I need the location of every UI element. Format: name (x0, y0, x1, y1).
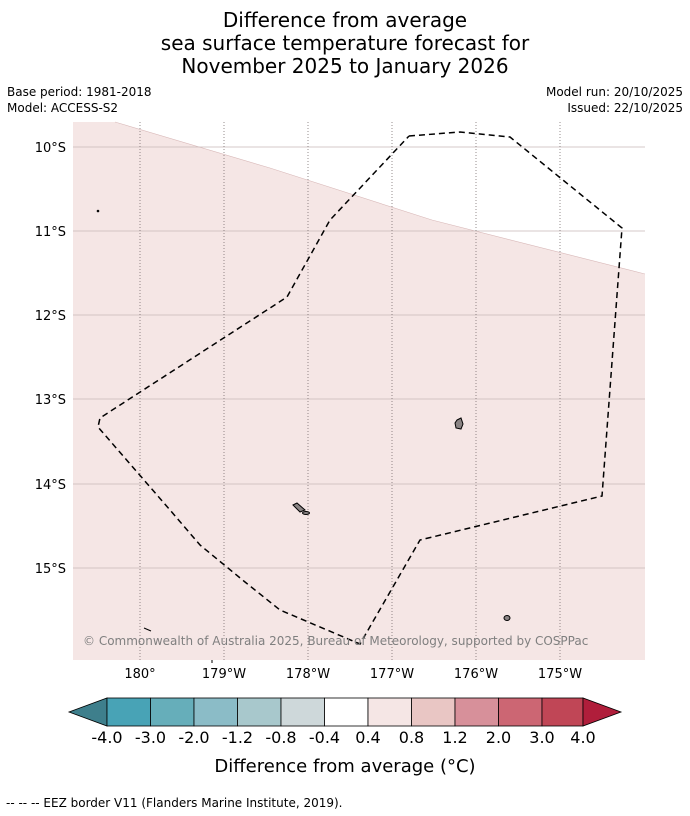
colorbar-bin-7 (367, 697, 412, 727)
model-run: Model run: 20/10/2025 (545, 85, 683, 99)
lon-tick-labels: 180° 179°W 178°W 177°W 176°W 175°W (124, 667, 582, 682)
colorbar-bin-6 (324, 697, 369, 727)
lat-tick-labels: 10°S 11°S 12°S 13°S 14°S 15°S (35, 141, 66, 577)
issued-date: Issued: 22/10/2025 (567, 101, 683, 115)
cb-label-8: 0.8 (399, 728, 424, 747)
lon-label-176w: 176°W (454, 667, 498, 682)
eez-footnote: -- -- -- EEZ border V11 (Flanders Marine… (6, 796, 343, 810)
title-line-1: Difference from average (222, 8, 468, 32)
cb-label-9: 1.2 (442, 728, 467, 747)
lat-label-14s: 14°S (35, 478, 66, 493)
lon-label-178w: 178°W (286, 667, 330, 682)
cb-label-12: 4.0 (570, 728, 595, 747)
colorbar-bin-2 (150, 697, 195, 727)
cb-label-5: -0.8 (265, 728, 296, 747)
colorbar-bin-8 (411, 697, 456, 727)
cb-label-10: 2.0 (486, 728, 511, 747)
cb-label-11: 3.0 (529, 728, 554, 747)
colorbar-title: Difference from average (°C) (214, 756, 475, 777)
cb-label-6: -0.4 (309, 728, 340, 747)
island-6 (96, 209, 100, 213)
colorbar-bin-4 (237, 697, 282, 727)
lon-label-180: 180° (124, 667, 155, 682)
colorbar-min-arrow (67, 697, 108, 727)
island-4 (503, 615, 511, 621)
lat-label-13s: 13°S (35, 393, 66, 408)
model-name: Model: ACCESS-S2 (7, 101, 119, 115)
colorbar-labels: -4.0 -3.0 -2.0 -1.2 -0.8 -0.4 0.4 0.8 1.… (91, 728, 595, 747)
cb-label-4: -1.2 (222, 728, 253, 747)
lat-gridlines (73, 146, 645, 569)
copyright-notice: © Commonwealth of Australia 2025, Bureau… (83, 634, 588, 648)
island-1 (454, 417, 464, 430)
lat-label-15s: 15°S (35, 562, 66, 577)
contour-edge (114, 121, 646, 275)
colorbar-max-arrow (582, 697, 623, 727)
base-period: Base period: 1981-2018 (7, 85, 152, 99)
cb-label-1: -4.0 (91, 728, 122, 747)
colorbar-bin-3 (193, 697, 238, 727)
colorbar-bin-9 (454, 697, 499, 727)
colorbar-bin-11 (541, 697, 584, 727)
island-3 (302, 511, 310, 515)
island-2 (292, 502, 306, 513)
lat-label-11s: 11°S (35, 225, 66, 240)
colorbar-bin-1 (106, 697, 151, 727)
islands (96, 209, 511, 632)
island-5 (143, 627, 152, 632)
cb-label-3: -2.0 (178, 728, 209, 747)
colorbar-bin-5 (280, 697, 325, 727)
eez-border (97, 131, 623, 645)
lat-label-12s: 12°S (35, 309, 66, 324)
lat-label-10s: 10°S (35, 141, 66, 156)
cb-label-2: -3.0 (135, 728, 166, 747)
colorbar (67, 697, 623, 727)
title-line-2: sea surface temperature forecast for (160, 31, 530, 55)
colorbar-bin-10 (498, 697, 543, 727)
lon-label-179w: 179°W (202, 667, 246, 682)
title-line-3: November 2025 to January 2026 (181, 54, 509, 78)
cb-label-7: 0.4 (355, 728, 380, 747)
lon-label-175w: 175°W (538, 667, 582, 682)
sst-neutral-region (73, 122, 645, 274)
lon-label-177w: 177°W (370, 667, 414, 682)
